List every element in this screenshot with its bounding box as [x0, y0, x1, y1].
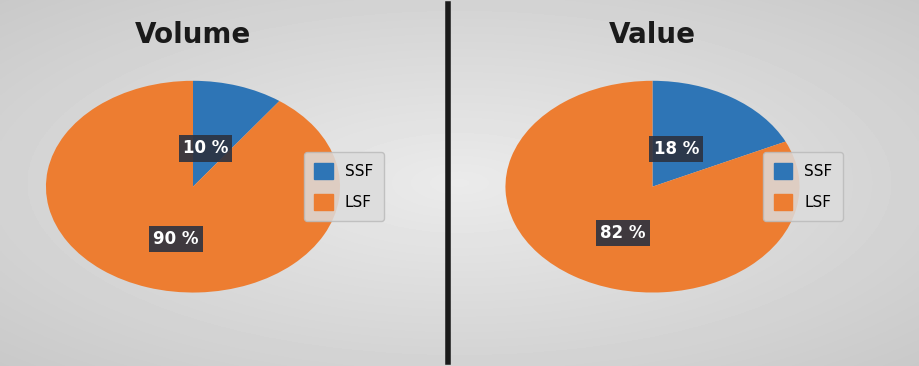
Text: 18 %: 18 %: [653, 140, 699, 158]
Wedge shape: [505, 81, 800, 292]
Legend: SSF, LSF: SSF, LSF: [763, 152, 844, 221]
Text: 82 %: 82 %: [600, 224, 646, 242]
Title: Volume: Volume: [135, 21, 251, 49]
Wedge shape: [46, 81, 340, 292]
Wedge shape: [193, 81, 279, 187]
Title: Value: Value: [609, 21, 696, 49]
Text: 10 %: 10 %: [183, 139, 228, 157]
Legend: SSF, LSF: SSF, LSF: [303, 152, 384, 221]
Text: 90 %: 90 %: [153, 230, 199, 248]
Wedge shape: [652, 81, 786, 187]
